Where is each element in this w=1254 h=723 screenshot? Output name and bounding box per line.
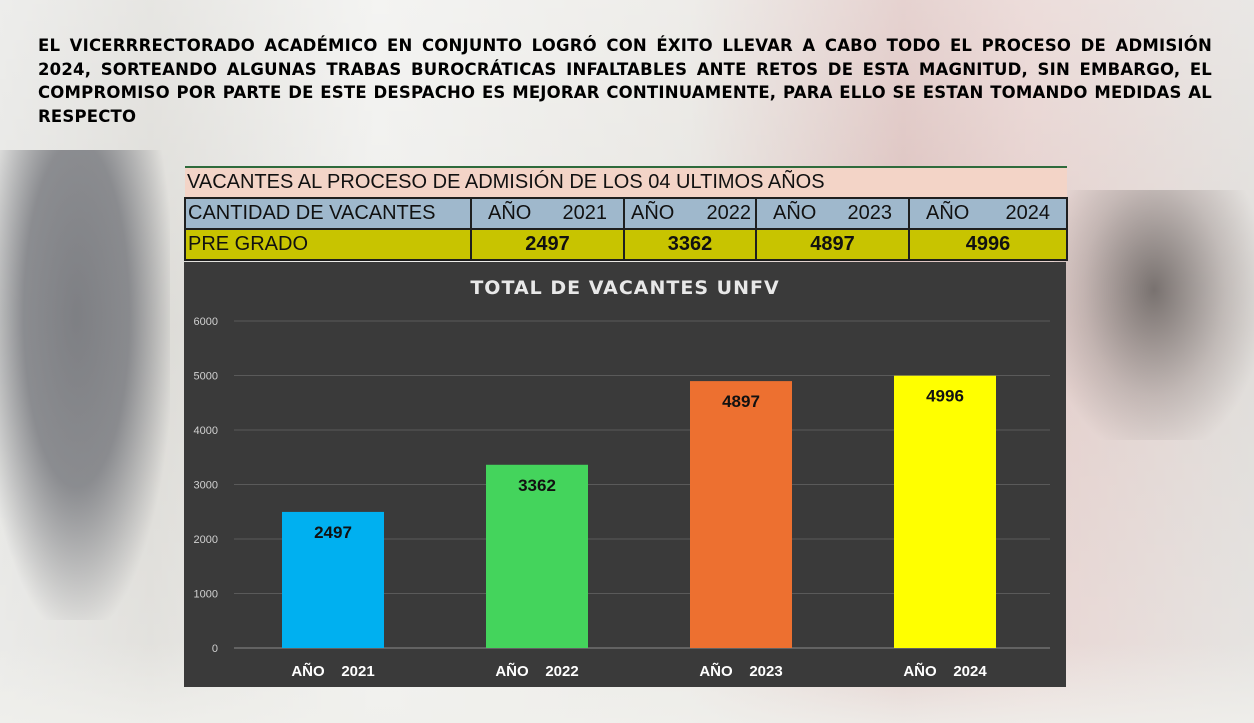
x-category-label: AÑO 2024 [903,662,987,680]
header-label: CANTIDAD DE VACANTES [184,197,472,230]
data-label: 2497 [314,523,352,542]
data-label: 4897 [722,392,760,411]
table-header-row: CANTIDAD DE VACANTES AÑO 2021 AÑO 2022 AÑO… [184,197,1069,230]
table-row-pregrado: PRE GRADO 2497 3362 4897 4996 [184,228,1069,261]
bar-0 [282,511,384,648]
bar-1 [486,464,588,648]
data-label: 4996 [926,387,964,406]
vacancies-table: VACANTES AL PROCESO DE ADMISIÓN DE LOS 0… [184,166,1069,261]
bars [282,375,996,648]
table-title-row: VACANTES AL PROCESO DE ADMISIÓN DE LOS 0… [185,167,1068,198]
y-tick-label: 0 [212,643,218,655]
table-title: VACANTES AL PROCESO DE ADMISIÓN DE LOS 0… [185,167,1068,198]
y-tick-label: 1000 [194,589,218,601]
labels: 0 1000 2000 3000 4000 5000 6000 2497 AÑO 2021 336… [194,316,988,680]
y-tick-label: 4000 [194,425,218,437]
bar-chart: TOTAL DE VACANTES UNFV 0 1000 2000 3000 4000… [194,277,1050,680]
bar-chart-panel: TOTAL DE VACANTES UNFV 0 1000 2000 3000 4000… [184,262,1066,687]
headline-text: EL VICERRRECTORADO ACADÉMICO EN CONJUNTO… [38,36,1212,126]
y-tick-label: 5000 [194,371,218,383]
value-2022: 3362 [623,228,757,261]
row-label: PRE GRADO [184,228,472,261]
bar-3 [894,375,996,648]
header-year-2022: AÑO 2022 [623,197,757,230]
bar-2 [690,381,792,648]
chart-title: TOTAL DE VACANTES UNFV [470,277,779,299]
students-silhouette-right [1054,190,1254,440]
data-label: 3362 [518,476,556,495]
person-silhouette-left [0,150,170,620]
header-year-2021: AÑO 2021 [470,197,625,230]
x-category-label: AÑO 2022 [495,662,578,680]
value-2023: 4897 [755,228,910,261]
header-year-2023: AÑO 2023 [755,197,910,230]
value-2021: 2497 [470,228,625,261]
header-year-2024: AÑO 2024 [907,197,1069,230]
x-category-label: AÑO 2023 [699,662,782,680]
value-2024: 4996 [907,228,1069,261]
y-tick-label: 3000 [194,480,218,492]
y-tick-label: 6000 [194,316,218,328]
y-tick-label: 2000 [194,534,218,546]
x-category-label: AÑO 2021 [291,662,374,680]
